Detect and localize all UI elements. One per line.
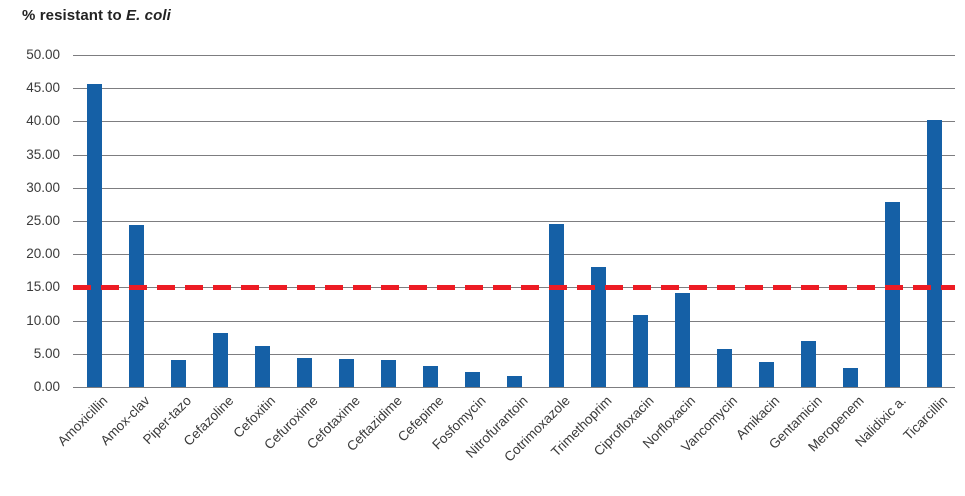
bar xyxy=(716,349,732,387)
bar xyxy=(926,120,942,387)
gridline xyxy=(73,154,955,156)
bar xyxy=(464,371,480,387)
bar xyxy=(212,333,228,387)
gridline xyxy=(73,88,955,90)
bar xyxy=(254,346,270,387)
y-axis-tick-label: 15.00 xyxy=(26,279,60,295)
bar xyxy=(884,201,900,387)
bar xyxy=(842,367,858,387)
y-axis-tick-label: 20.00 xyxy=(26,246,60,262)
bar xyxy=(674,293,690,387)
gridline xyxy=(73,221,955,222)
threshold-line xyxy=(73,284,955,290)
bar xyxy=(548,223,564,387)
y-axis-tick-label: 50.00 xyxy=(26,47,60,62)
bar xyxy=(590,267,606,387)
gridline xyxy=(73,254,955,256)
y-axis-tick-label: 45.00 xyxy=(26,80,60,96)
bar xyxy=(86,83,102,387)
gridline xyxy=(73,121,955,123)
bar xyxy=(380,360,396,387)
y-axis-tick-label: 0.00 xyxy=(33,379,60,394)
gridline xyxy=(73,55,955,56)
gridline xyxy=(73,353,955,355)
gridline xyxy=(73,387,955,388)
gridline xyxy=(73,187,955,189)
bar xyxy=(800,340,816,387)
bar xyxy=(758,361,774,387)
chart-title-italic-species: E. coli xyxy=(126,7,171,24)
chart-title-text: % resistant to xyxy=(22,7,127,24)
bar xyxy=(128,224,144,387)
bar xyxy=(422,365,438,387)
bar xyxy=(632,315,648,387)
y-axis-tick-label: 30.00 xyxy=(26,179,60,195)
y-axis-tick-label: 35.00 xyxy=(26,146,60,162)
bar xyxy=(170,360,186,387)
gridline xyxy=(73,320,955,322)
bar xyxy=(296,357,312,387)
y-axis-tick-label: 10.00 xyxy=(26,312,60,328)
bar xyxy=(506,376,522,387)
x-axis-category-label: Ticarcillin xyxy=(900,393,951,444)
y-axis-tick-label: 5.00 xyxy=(33,345,60,361)
bar xyxy=(338,359,354,387)
y-axis-tick-label: 25.00 xyxy=(26,213,60,228)
chart-title: % resistant to E. coli xyxy=(22,7,171,24)
y-axis-tick-label: 40.00 xyxy=(26,113,60,129)
